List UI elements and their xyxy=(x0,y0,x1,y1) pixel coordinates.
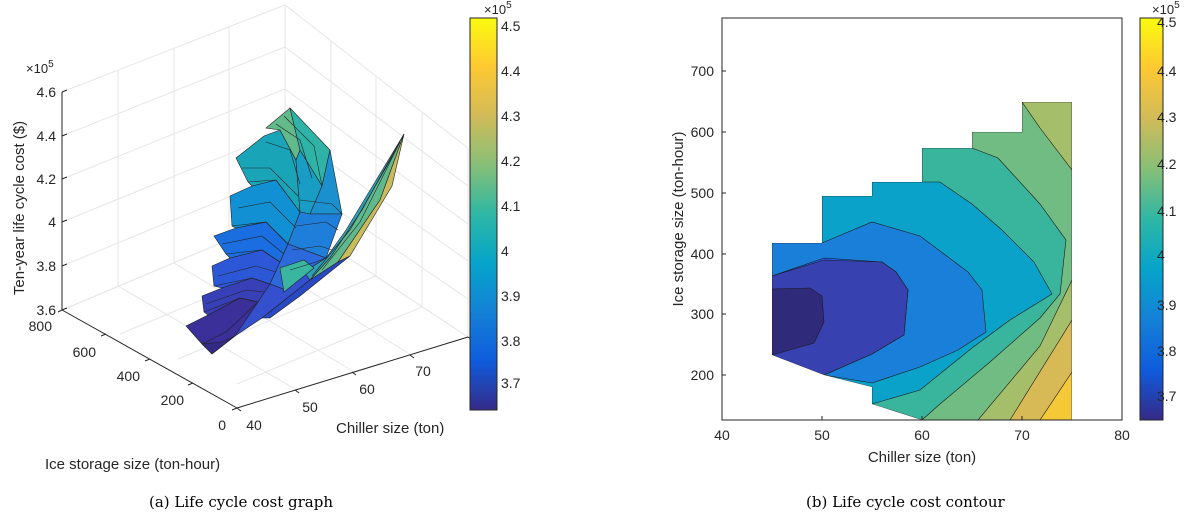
y-axis-label: Ice storage size (ton-hour) xyxy=(45,456,220,473)
y-tick-label: 400 xyxy=(117,368,141,384)
colorbar-tick-label: 4.2 xyxy=(501,153,521,169)
contour-y-tick-label: 400 xyxy=(691,246,715,262)
y-tick-label: 600 xyxy=(73,344,97,360)
x-axis-label: Chiller size (ton) xyxy=(336,420,444,437)
x-tick-label: 40 xyxy=(246,417,262,433)
contour-fill xyxy=(771,101,1073,420)
colorbar-tick-label: 4.1 xyxy=(1157,203,1177,219)
contour-y-tick-label: 500 xyxy=(691,185,715,201)
y-tick-label: 200 xyxy=(161,392,185,408)
contour-x-tick-label: 60 xyxy=(914,427,930,443)
colorbar-tick-label: 4.5 xyxy=(501,18,521,34)
y-tick-label: 800 xyxy=(29,318,53,334)
z-tick-label: 4.4 xyxy=(37,128,57,144)
z-axis-label: Ten-year life cycle cost ($) xyxy=(11,121,28,295)
z-tick-label: 4.2 xyxy=(37,171,57,187)
surface-patch xyxy=(279,259,315,293)
colorbar-tick-label: 3.9 xyxy=(501,288,521,304)
contour-x-tick-label: 50 xyxy=(814,427,830,443)
colorbar-tick-label: 3.7 xyxy=(501,375,521,391)
colorbar-tick-label: 4 xyxy=(501,243,509,259)
colorbar-tick-label: 3.8 xyxy=(501,333,521,349)
colorbar-tick-label: 4.3 xyxy=(501,108,521,124)
colorbar-tick-label: 4 xyxy=(1157,247,1165,263)
contour-y-axis-label: Ice storage size (ton-hour) xyxy=(670,131,687,306)
z-tick-label: 4.6 xyxy=(37,84,57,100)
colorbar-tick-label: 3.8 xyxy=(1157,343,1177,359)
colorbar-tick-label: 4.5 xyxy=(1157,14,1177,30)
colorbar-tick-label: 3.7 xyxy=(1157,388,1177,404)
colorbar-left: ×105 3.7 3.8 3.9 4 4.1 4.2 4.3 4.4 4.5 xyxy=(469,0,521,411)
contour-x-axis-label: Chiller size (ton) xyxy=(868,449,976,466)
contour-y-tick-label: 300 xyxy=(691,306,715,322)
surface-mesh xyxy=(185,106,405,355)
colorbar-tick-label: 3.9 xyxy=(1157,297,1177,313)
y-tick-label: 0 xyxy=(218,417,226,433)
contour-x-tick-label: 40 xyxy=(714,427,730,443)
z-tick-label: 4 xyxy=(48,214,56,230)
contour-ticks xyxy=(721,70,1123,420)
z-exponent: ×105 xyxy=(26,59,54,76)
caption-a: (a) Life cycle cost graph xyxy=(149,493,333,511)
contour-x-tick-label: 80 xyxy=(1114,427,1130,443)
colorbar-tick-label: 4.3 xyxy=(1157,109,1177,125)
colorbar-exponent: ×105 xyxy=(484,0,512,17)
colorbar-tick-label: 4.4 xyxy=(501,63,521,79)
z-tick-label: 3.8 xyxy=(37,258,57,274)
x-tick-label: 50 xyxy=(302,399,318,415)
contour-y-tick-label: 600 xyxy=(691,124,715,140)
contour-x-tick-label: 70 xyxy=(1014,427,1030,443)
caption-b: (b) Life cycle cost contour xyxy=(806,493,1005,511)
colorbar-right: ×105 3.7 3.8 3.9 4 4.1 4.2 4.3 4.4 4.5 xyxy=(1139,0,1180,421)
contour-y-tick-label: 700 xyxy=(691,63,715,79)
colorbar-tick-label: 4.2 xyxy=(1157,156,1177,172)
contour-y-tick-label: 200 xyxy=(691,367,715,383)
z-tick-label: 3.6 xyxy=(37,302,57,318)
surface-patch xyxy=(261,255,351,319)
colorbar-ticks: 3.7 3.8 3.9 4 4.1 4.2 4.3 4.4 4.5 xyxy=(501,18,521,391)
surface-plot: 4.6 4.4 4.2 4 3.8 3.6 ×105 800 600 400 2… xyxy=(11,3,489,473)
colorbar-exponent: ×105 xyxy=(1152,0,1180,17)
colorbar-tick-label: 4.1 xyxy=(501,198,521,214)
x-tick-label: 70 xyxy=(415,363,431,379)
contour-plot: 40 50 60 70 80 200 300 400 500 600 700 C… xyxy=(670,17,1130,466)
surface-axes xyxy=(57,89,473,412)
x-tick-label: 60 xyxy=(359,381,375,397)
colorbar-tick-label: 4.4 xyxy=(1157,63,1177,79)
